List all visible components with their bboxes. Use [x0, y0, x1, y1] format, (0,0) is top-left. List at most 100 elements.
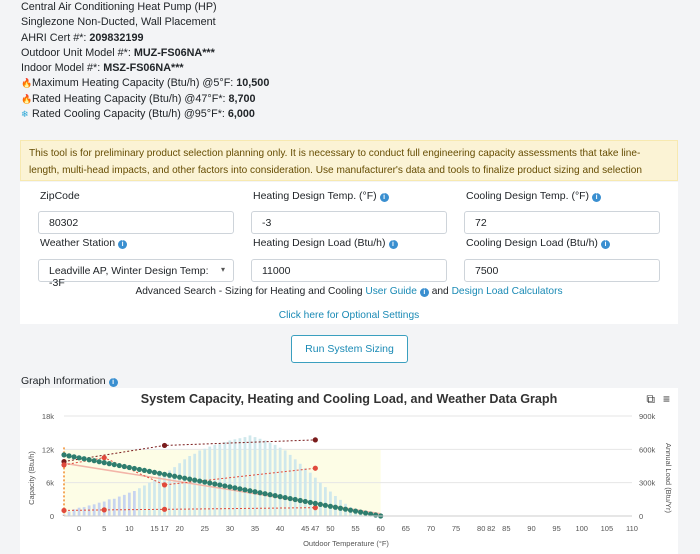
x-tick-label: 0 [77, 524, 81, 533]
y2-tick-label: 900k [639, 412, 656, 421]
histogram-bar [188, 456, 192, 516]
capacity-point [292, 496, 298, 503]
info-icon[interactable]: i [388, 240, 398, 249]
capacity-point [352, 508, 359, 514]
ahri-cert-value: 209832199 [89, 31, 144, 44]
histogram-bar [127, 492, 131, 516]
histogram-bar [138, 488, 141, 516]
info-icon[interactable]: i [600, 240, 610, 249]
cooling-design-load-label: Cooling Design Load (Btu/h) i [466, 237, 610, 249]
capacity-point [202, 479, 208, 485]
info-icon[interactable]: i [592, 193, 602, 202]
chart-title: System Capacity, Heating and Cooling Loa… [140, 392, 558, 406]
capacity-point [217, 482, 223, 488]
cooling-design-load-input[interactable]: 7500 [464, 259, 660, 282]
capacity-point [232, 485, 238, 491]
heating-design-load-label: Heating Design Load (Btu/h) i [253, 237, 398, 249]
chart-svg: Capacity (Btu/h) Annual Load (Btu/Yr) Ou… [27, 412, 673, 548]
capacity-point [166, 472, 173, 478]
capacity-point [111, 461, 117, 468]
capacity-point [187, 476, 193, 482]
weather-station-select[interactable]: Leadville AP, Winter Design Temp: -3F ▾ [38, 259, 234, 289]
capacity-point [282, 494, 288, 501]
run-system-sizing-button[interactable]: Run System Sizing [291, 335, 408, 363]
capacity-point [272, 493, 278, 499]
histogram-bar [173, 467, 176, 516]
x-tick-label: 50 [326, 524, 334, 533]
histogram-bar [143, 485, 146, 516]
capacity-point [66, 453, 72, 459]
y-axis-label: Capacity (Btu/h) [27, 451, 36, 505]
capacity-point [197, 478, 203, 484]
histogram-bar [263, 440, 267, 516]
capacity-point [368, 511, 374, 517]
optional-settings-link[interactable]: Click here for Optional Settings [278, 310, 420, 321]
heating-design-temp-input[interactable]: -3 [251, 211, 447, 234]
design-load-calculators-link[interactable]: Design Load Calculators [451, 286, 563, 297]
capacity-point [237, 486, 243, 492]
capacity-point [257, 490, 263, 496]
x-tick-label: 95 [552, 524, 560, 533]
heat-icon: 🔥 [21, 93, 33, 104]
histogram-bar [72, 509, 76, 516]
snowflake-icon: ❄ [21, 109, 29, 120]
open-external-icon[interactable]: ⧉ [646, 392, 655, 406]
capacity-point [86, 457, 92, 463]
x-tick-label: 40 [276, 524, 284, 533]
info-icon[interactable]: i [419, 288, 429, 297]
info-icon[interactable]: i [108, 378, 118, 387]
capacity-point [302, 498, 308, 505]
x-tick-label: 82 [487, 524, 495, 533]
heating-design-load-input[interactable]: 11000 [251, 259, 447, 282]
x-tick-label: 20 [175, 524, 183, 533]
capacity-point [116, 462, 122, 469]
x-tick-label: 100 [575, 524, 588, 533]
info-icon[interactable]: i [379, 193, 389, 202]
capacity-point [171, 473, 178, 479]
histogram-bar [112, 498, 116, 516]
cooling-design-temp-input[interactable]: 72 [464, 211, 660, 234]
capacity-point [177, 474, 183, 480]
x-tick-label: 75 [452, 524, 460, 533]
histogram-bar [268, 442, 272, 516]
capacity-point [347, 507, 354, 513]
histogram-bar [308, 472, 312, 516]
capacity-point [287, 495, 293, 502]
capacity-point [146, 468, 153, 474]
user-guide-link[interactable]: User Guide [365, 286, 417, 297]
y2-tick-label: 600k [639, 445, 656, 454]
menu-icon[interactable]: ≡ [662, 392, 670, 406]
y2-tick-label: 300k [639, 479, 656, 488]
histogram-bar [183, 459, 187, 516]
x-tick-label: 85 [502, 524, 510, 533]
x-tick-label: 90 [527, 524, 535, 533]
x-axis-label: Outdoor Temperature (°F) [303, 539, 389, 548]
series-point [101, 455, 107, 461]
capacity-point [307, 499, 313, 506]
capacity-point [106, 461, 112, 467]
series-point [161, 506, 168, 512]
graph-information-label: Graph Information i [21, 375, 118, 387]
capacity-point [192, 477, 198, 483]
indoor-model: Indoor Model #*: MSZ-FS06NA*** [21, 62, 184, 75]
series-point [312, 465, 318, 471]
heat-icon: 🔥 [21, 78, 33, 89]
capacity-point [136, 466, 142, 473]
x-tick-label: 65 [402, 524, 410, 533]
capacity-point [332, 504, 339, 510]
histogram-bar [253, 437, 257, 516]
capacity-point [121, 463, 127, 470]
capacity-point [337, 505, 344, 511]
product-placement: Singlezone Non-Ducted, Wall Placement [21, 16, 216, 29]
x-tick-label: 105 [601, 524, 614, 533]
x-tick-label: 15 [150, 524, 158, 533]
info-icon[interactable]: i [118, 240, 128, 249]
capacity-point [312, 500, 318, 506]
histogram-bar [148, 482, 151, 516]
x-tick-label: 70 [427, 524, 435, 533]
x-tick-label: 55 [351, 524, 359, 533]
disclaimer-alert: This tool is for preliminary product sel… [20, 140, 678, 193]
histogram-bar [122, 494, 126, 516]
zipcode-input[interactable]: 80302 [38, 211, 234, 234]
cooling-design-temp-label: Cooling Design Temp. (°F) i [466, 190, 602, 202]
